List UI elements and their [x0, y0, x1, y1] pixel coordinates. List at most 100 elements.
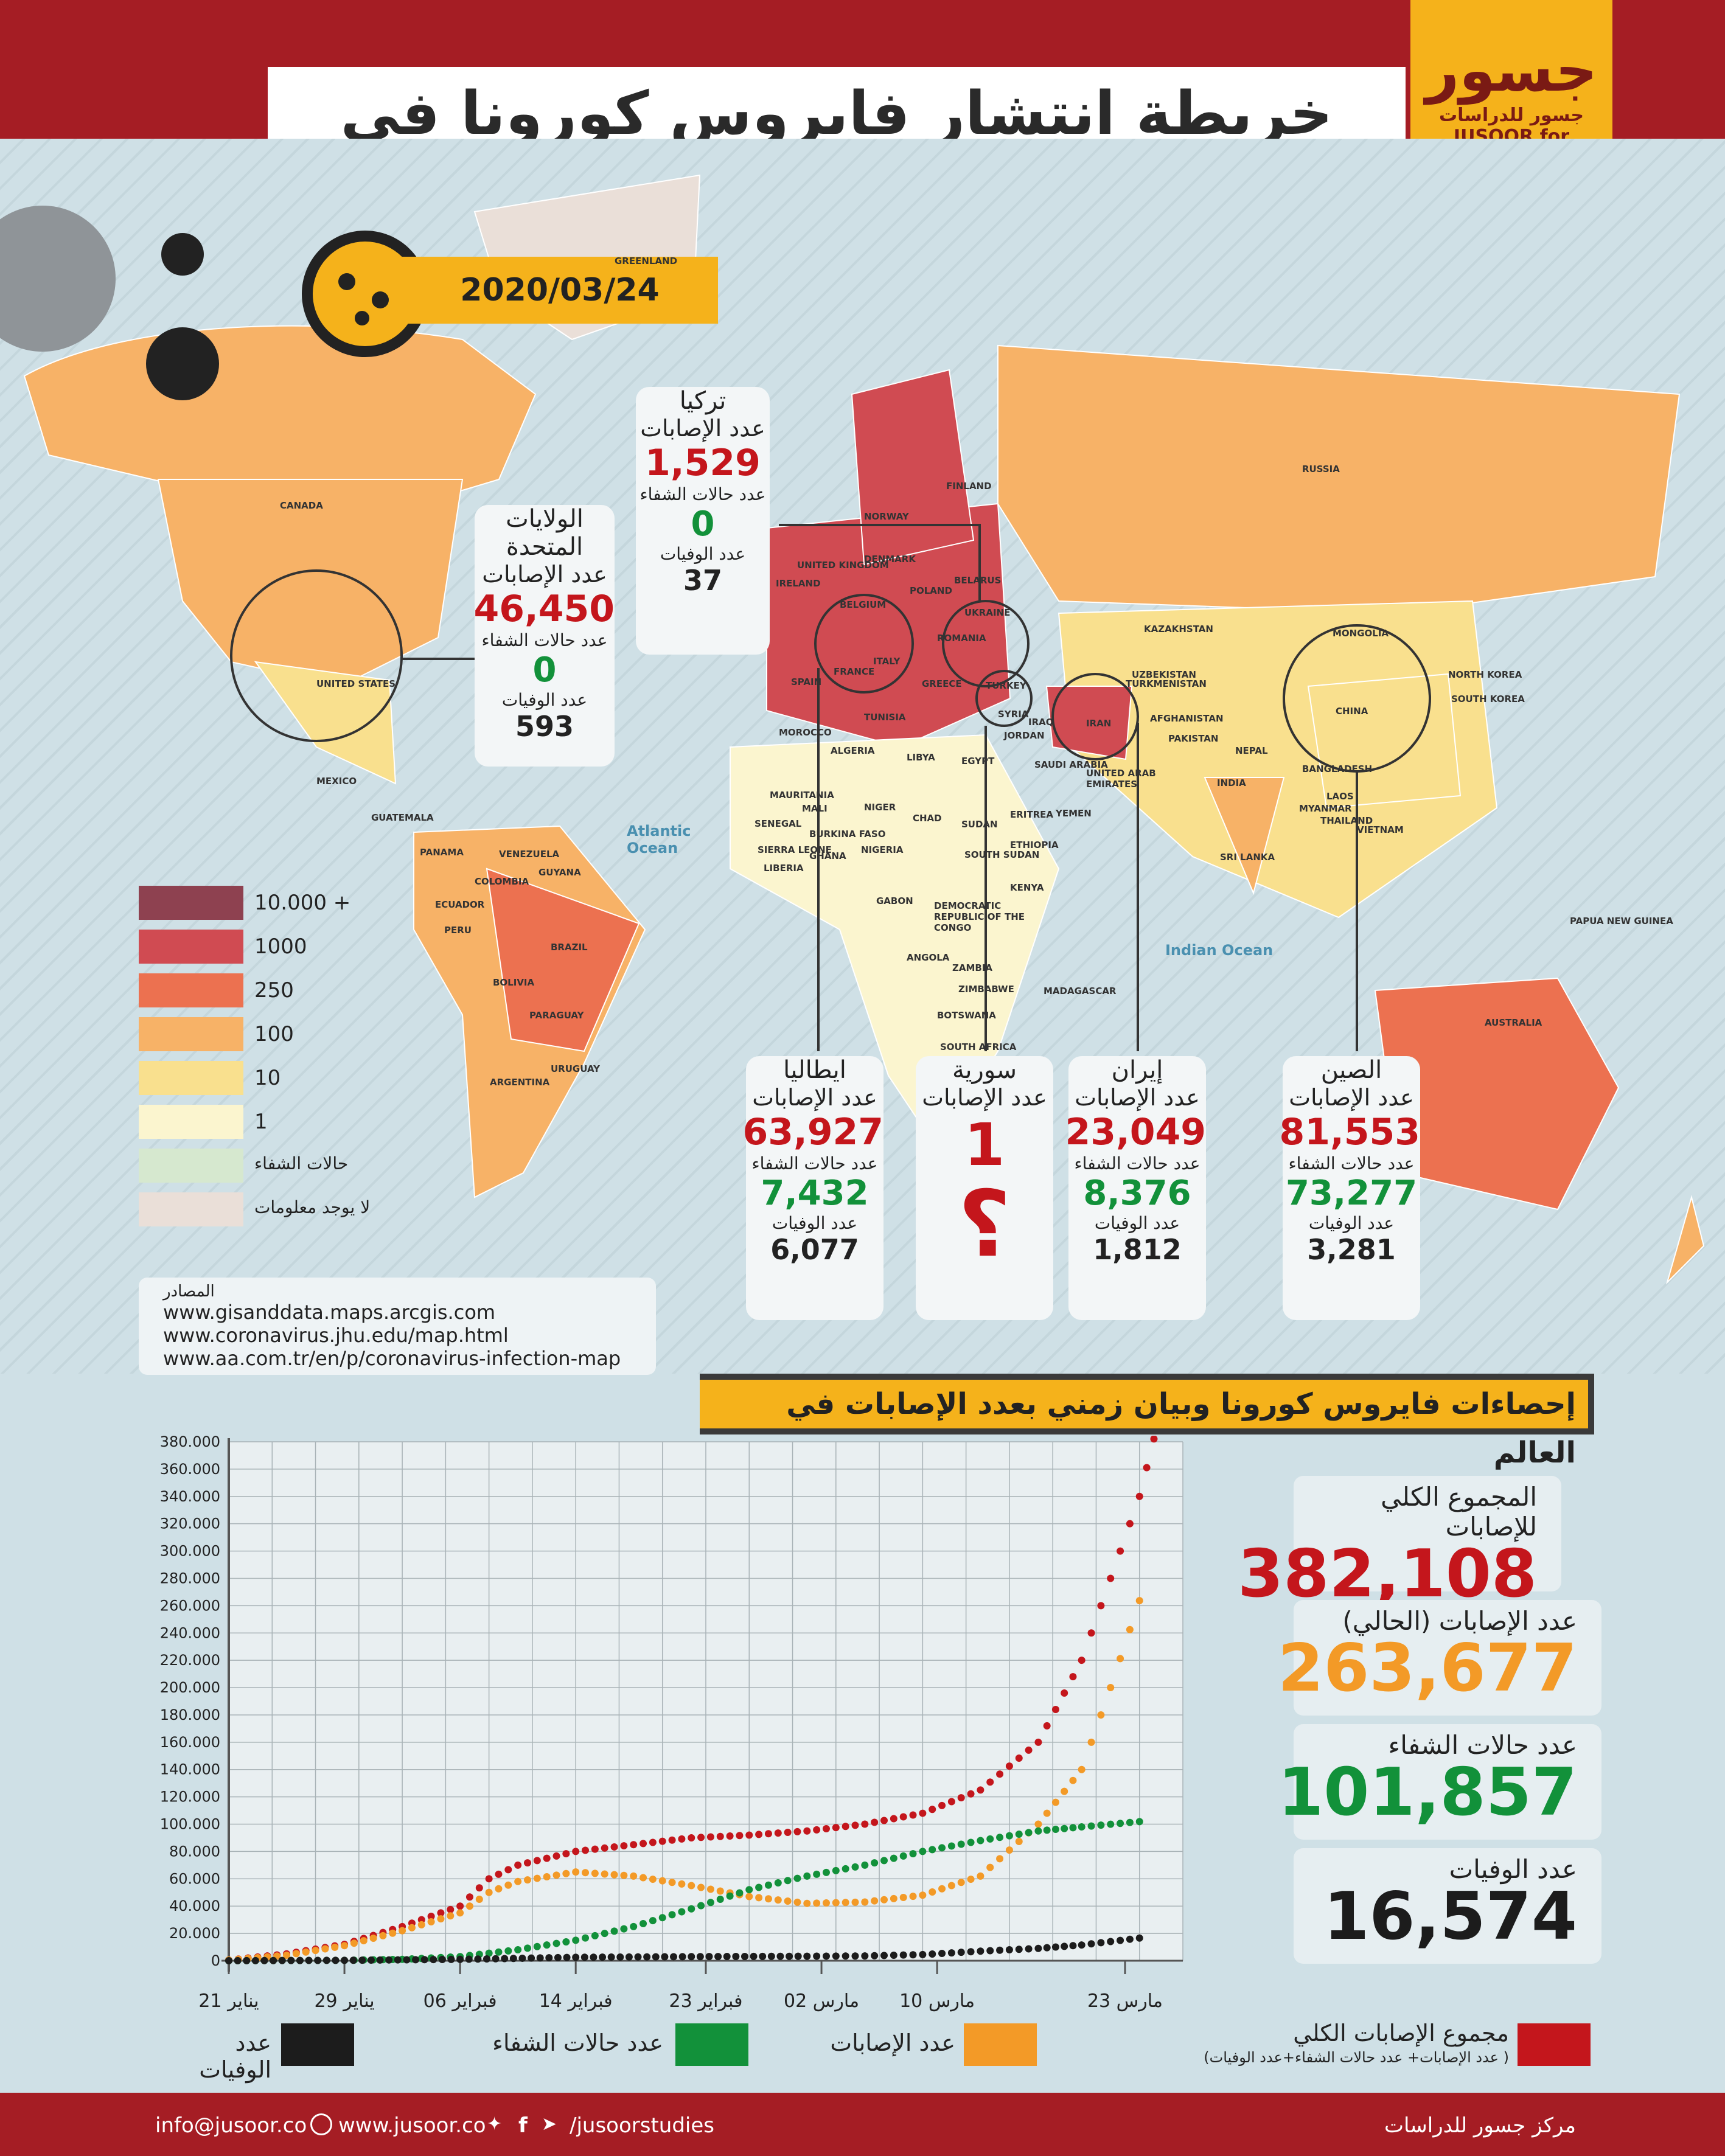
series-point — [554, 1953, 562, 1961]
stat-total-label: المجموع الكلي للإصابات — [1381, 1482, 1537, 1542]
map-label-saudi-arabia: SAUDI ARABIA — [1034, 759, 1108, 770]
series-point — [755, 1894, 763, 1902]
series-point — [447, 1905, 455, 1913]
series-point — [485, 1888, 493, 1896]
series-point — [678, 1908, 686, 1916]
legend-label-cases: عدد الإصابات — [830, 2029, 955, 2056]
italy-card: ايطاليا عدد الإصابات 63,927 عدد حالات ال… — [742, 1056, 883, 1320]
stat-recovered: عدد حالات الشفاء 101,857 — [1278, 1724, 1601, 1840]
stat-deaths-label: عدد الوفيات — [1449, 1854, 1577, 1884]
map-label-denmark: DENMARK — [864, 554, 916, 565]
map-label-zambia: ZAMBIA — [952, 962, 993, 973]
turkey-recovered-label: عدد حالات الشفاء — [639, 484, 766, 504]
series-point — [283, 1952, 291, 1960]
y-tick-label: 240.000 — [160, 1624, 220, 1641]
series-point — [649, 1838, 657, 1846]
series-point — [670, 1953, 678, 1961]
y-tick-label: 160.000 — [160, 1734, 220, 1751]
source-line[interactable]: www.gisanddata.maps.arcgis.com — [163, 1301, 496, 1324]
series-point — [871, 1818, 879, 1826]
series-point — [842, 1823, 849, 1831]
telegram-icon[interactable]: ➤ — [542, 2113, 557, 2135]
map-label-russia: RUSSIA — [1302, 464, 1340, 475]
series-point — [688, 1953, 695, 1961]
series-point — [658, 1914, 666, 1922]
series-point — [427, 1913, 435, 1921]
series-point — [1117, 1936, 1124, 1944]
map-label-pakistan: PAKISTAN — [1168, 733, 1219, 744]
series-point — [501, 1955, 509, 1963]
source-line[interactable]: www.coronavirus.jhu.edu/map.html — [163, 1324, 509, 1347]
series-point — [332, 1956, 340, 1964]
series-point — [379, 1932, 387, 1939]
series-point — [714, 1953, 722, 1961]
y-tick-label: 100.000 — [160, 1816, 220, 1833]
map-label-afghanistan: AFGHANISTAN — [1150, 713, 1224, 724]
india-shape — [1204, 777, 1285, 895]
series-point — [919, 1809, 927, 1817]
stat-current-cases: عدد الإصابات (الحالي) 263,677 — [1278, 1600, 1601, 1716]
series-point — [861, 1820, 869, 1828]
twitter-icon[interactable]: ✦ — [487, 2113, 503, 2135]
series-point — [880, 1857, 888, 1865]
map-label-indian-ocean: Indian Ocean — [1165, 942, 1274, 959]
series-point — [1061, 1787, 1068, 1795]
series-point — [376, 1956, 384, 1964]
map-label-italy: ITALY — [873, 656, 901, 667]
map-label-mali: MALI — [802, 803, 828, 814]
map-label-greenland: GREENLAND — [615, 256, 678, 266]
facebook-icon[interactable]: f — [518, 2113, 528, 2138]
series-point — [562, 1869, 570, 1877]
series-point — [504, 1881, 512, 1889]
series-point — [394, 1956, 402, 1964]
footer-email[interactable]: info@jusoor.co — [155, 2113, 307, 2138]
series-point — [599, 1953, 607, 1961]
series-point — [851, 1863, 859, 1871]
usa-cases-label: عدد الإصابات — [482, 561, 607, 588]
series-point — [803, 1872, 811, 1880]
series-point — [1126, 1626, 1134, 1633]
footer-org-name: مركز جسور للدراسات — [1384, 2113, 1576, 2138]
series-point — [562, 1850, 570, 1858]
stat-deaths: عدد الوفيات 16,574 — [1294, 1848, 1601, 1964]
series-point — [610, 1843, 618, 1851]
series-point — [668, 1911, 676, 1919]
series-point — [1051, 1705, 1059, 1713]
usa-cases: 46,450 — [473, 588, 615, 630]
series-point — [716, 1887, 724, 1895]
series-point — [545, 1954, 553, 1962]
series-point — [967, 1790, 975, 1798]
series-point — [563, 1953, 571, 1961]
series-point — [572, 1848, 580, 1855]
map-label-turkey: TURKEY — [986, 680, 1026, 691]
x-tick-label: 23 مارس — [1087, 1991, 1163, 2012]
series-point — [634, 1953, 642, 1961]
footer-social[interactable]: /jusoorstudies — [570, 2113, 714, 2138]
series-point — [412, 1956, 420, 1964]
source-line[interactable]: www.aa.com.tr/en/p/coronavirus-infection… — [163, 1347, 621, 1370]
series-point — [890, 1894, 897, 1902]
series-point — [1069, 1776, 1077, 1784]
legend-label: حالات الشفاء — [254, 1153, 349, 1174]
x-tick-label: 23 فبراير — [669, 1991, 743, 2012]
series-point — [572, 1868, 580, 1876]
series-point — [509, 1955, 517, 1963]
series-point — [786, 1952, 793, 1960]
series-point — [1025, 1829, 1033, 1837]
iran-recovered: 8,376 — [1083, 1174, 1191, 1213]
series-point — [456, 1909, 464, 1917]
series-point — [485, 1949, 493, 1957]
series-point — [658, 1877, 666, 1885]
series-point — [774, 1879, 782, 1887]
y-tick-label: 280.000 — [160, 1570, 220, 1587]
series-point — [533, 1942, 541, 1950]
turkey-highlight-circle — [942, 600, 1030, 687]
iran-deaths-label: عدد الوفيات — [1094, 1213, 1180, 1233]
map-label-united-states: UNITED STATES — [316, 678, 396, 689]
series-point — [1126, 1818, 1134, 1826]
virus-illustration-grey — [0, 206, 116, 352]
map-label-belarus: BELARUS — [954, 575, 1002, 586]
footer-website[interactable]: www.jusoor.co — [338, 2113, 486, 2138]
series-point — [741, 1952, 748, 1960]
map-label-guyana: GUYANA — [538, 867, 581, 878]
